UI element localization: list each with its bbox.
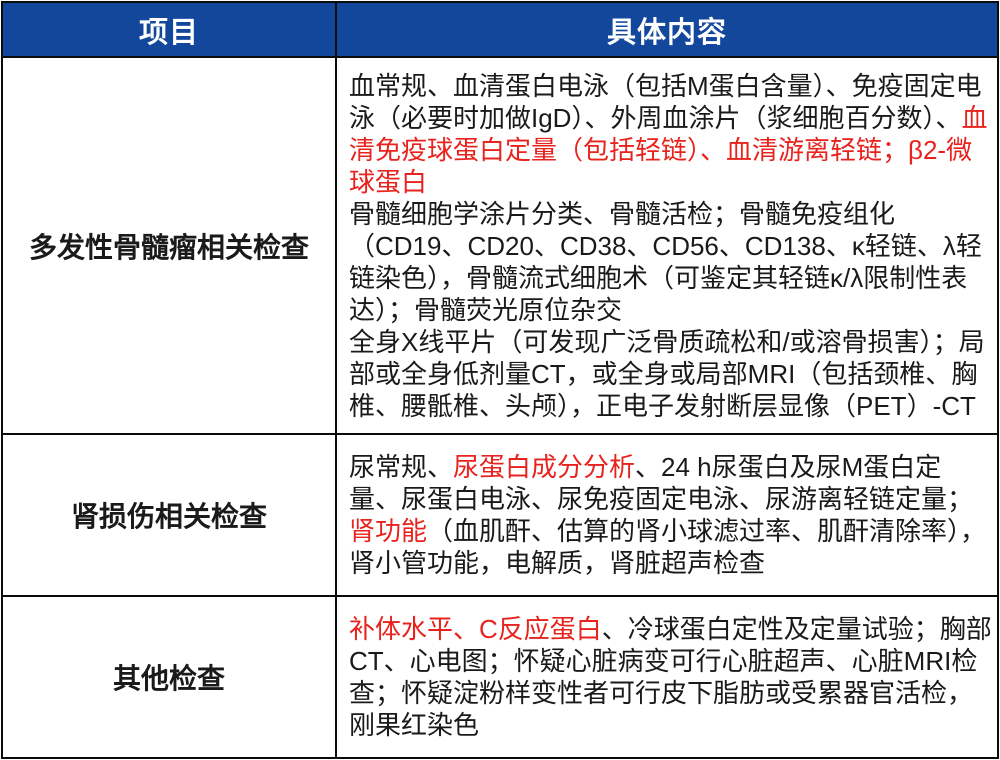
row-content-text: 补体水平、C反应蛋白、冷球蛋白定性及定量试验；胸部CT、心电图；怀疑心脏病变可行… — [337, 609, 997, 745]
highlighted-text-segment: 肾功能 — [349, 516, 428, 546]
row-label-text: 多发性骨髓瘤相关检查 — [28, 231, 309, 263]
paragraph: 全身X线平片（可发现广泛骨质疏松和/或溶骨损害）；局部或全身低剂量CT，或全身或… — [349, 326, 993, 422]
paragraph: 血常规、血清蛋白电泳（包括M蛋白含量）、免疫固定电泳（必要时加做IgD）、外周血… — [349, 70, 993, 198]
text-segment: （血肌酐、估算的肾小球滤过率、肌酐清除率），肾小管功能，电解质，肾脏超声检查 — [349, 516, 987, 578]
header-content-label: 具体内容 — [606, 16, 727, 49]
text-segment: 全身X线平片（可发现广泛骨质疏松和/或溶骨损害）；局部或全身低剂量CT，或全身或… — [349, 326, 985, 421]
header-item-label: 项目 — [138, 16, 199, 49]
header-cell-item: 项目 — [3, 3, 337, 58]
row-content-kidney-exams: 尿常规、尿蛋白成分分析、24 h尿蛋白及尿M蛋白定量、尿蛋白电泳、尿免疫固定电泳… — [337, 435, 997, 597]
row-content-text: 尿常规、尿蛋白成分分析、24 h尿蛋白及尿M蛋白定量、尿蛋白电泳、尿免疫固定电泳… — [337, 447, 997, 583]
row-label-other-exams: 其他检查 — [3, 597, 337, 757]
paragraph: 骨髓细胞学涂片分类、骨髓活检；骨髓免疫组化（CD19、CD20、CD38、CD5… — [349, 198, 993, 326]
row-content-other-exams: 补体水平、C反应蛋白、冷球蛋白定性及定量试验；胸部CT、心电图；怀疑心脏病变可行… — [337, 597, 997, 757]
text-segment: 尿常规、 — [349, 452, 454, 482]
highlighted-text-segment: 血清免疫球蛋白定量（包括轻链）、血清游离轻链；β2-微球蛋白 — [349, 102, 988, 197]
text-segment: 、冷球蛋白定性及定量试验；胸部CT、心电图；怀疑心脏病变可行心脏超声、心脏MRI… — [349, 614, 992, 740]
row-content-myeloma-exams: 血常规、血清蛋白电泳（包括M蛋白含量）、免疫固定电泳（必要时加做IgD）、外周血… — [337, 58, 997, 435]
highlighted-text-segment: 补体水平、C反应蛋白 — [349, 614, 602, 644]
text-segment: 骨髓细胞学涂片分类、骨髓活检；骨髓免疫组化（CD19、CD20、CD38、CD5… — [349, 198, 982, 325]
row-label-text: 肾损伤相关检查 — [70, 501, 267, 532]
row-label-myeloma-exams: 多发性骨髓瘤相关检查 — [3, 58, 337, 435]
paragraph: 补体水平、C反应蛋白、冷球蛋白定性及定量试验；胸部CT、心电图；怀疑心脏病变可行… — [349, 613, 993, 741]
text-segment: 血常规、血清蛋白电泳（包括M蛋白含量）、免疫固定电泳（必要时加做IgD）、外周血… — [349, 70, 982, 133]
paragraph: 尿常规、尿蛋白成分分析、24 h尿蛋白及尿M蛋白定量、尿蛋白电泳、尿免疫固定电泳… — [349, 451, 993, 579]
row-label-text: 其他检查 — [112, 663, 225, 694]
text-segment: 、24 h尿蛋白及尿M蛋白定量、尿蛋白电泳、尿免疫固定电泳、尿游离轻链定量； — [349, 452, 974, 514]
header-cell-content: 具体内容 — [337, 3, 997, 58]
highlighted-text-segment: 尿蛋白成分分析 — [453, 452, 636, 482]
row-content-text: 血常规、血清蛋白电泳（包括M蛋白含量）、免疫固定电泳（必要时加做IgD）、外周血… — [337, 66, 997, 426]
row-label-kidney-exams: 肾损伤相关检查 — [3, 435, 337, 597]
